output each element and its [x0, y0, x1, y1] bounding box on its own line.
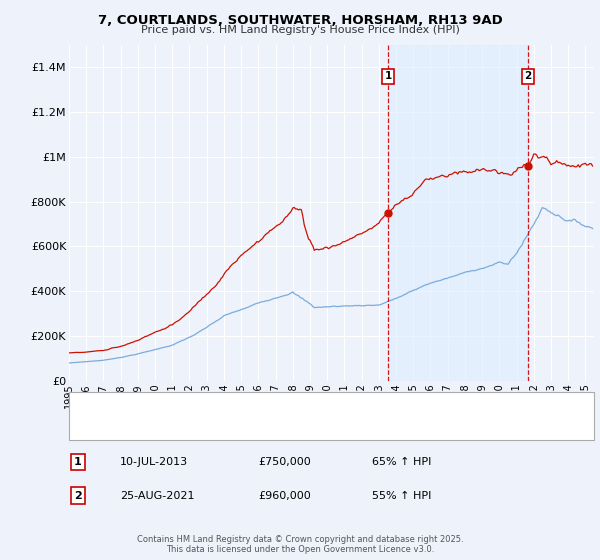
Text: Contains HM Land Registry data © Crown copyright and database right 2025.
This d: Contains HM Land Registry data © Crown c…: [137, 535, 463, 554]
Text: 65% ↑ HPI: 65% ↑ HPI: [372, 457, 431, 467]
Text: 7, COURTLANDS, SOUTHWATER, HORSHAM, RH13 9AD (detached house): 7, COURTLANDS, SOUTHWATER, HORSHAM, RH13…: [117, 400, 473, 410]
Text: 55% ↑ HPI: 55% ↑ HPI: [372, 491, 431, 501]
Text: 1: 1: [74, 457, 82, 467]
Text: 1: 1: [385, 71, 392, 81]
Bar: [388, 45, 528, 381]
Text: £960,000: £960,000: [258, 491, 311, 501]
Text: 2: 2: [524, 71, 532, 81]
Text: Price paid vs. HM Land Registry's House Price Index (HPI): Price paid vs. HM Land Registry's House …: [140, 25, 460, 35]
Text: 25-AUG-2021: 25-AUG-2021: [120, 491, 194, 501]
Text: HPI: Average price, detached house, Horsham: HPI: Average price, detached house, Hors…: [117, 421, 342, 431]
Text: 10-JUL-2013: 10-JUL-2013: [120, 457, 188, 467]
Text: 2: 2: [74, 491, 82, 501]
Text: 7, COURTLANDS, SOUTHWATER, HORSHAM, RH13 9AD: 7, COURTLANDS, SOUTHWATER, HORSHAM, RH13…: [98, 14, 502, 27]
Text: £750,000: £750,000: [258, 457, 311, 467]
